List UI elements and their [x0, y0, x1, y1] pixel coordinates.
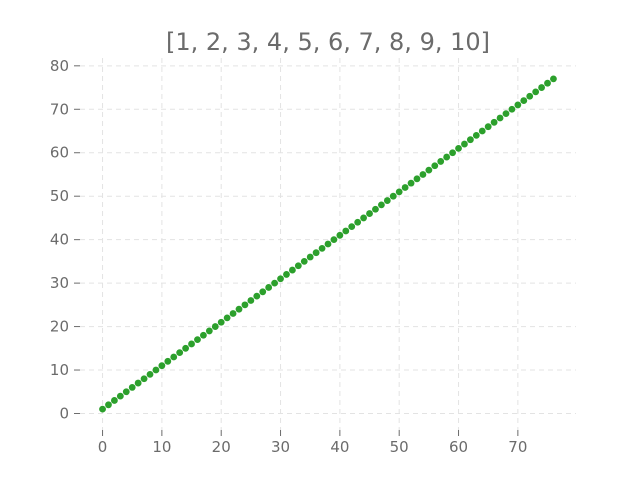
data-point [443, 153, 451, 161]
data-point [455, 144, 462, 152]
data-point [217, 318, 225, 326]
data-point [152, 366, 160, 374]
data-point [194, 336, 201, 344]
data-point [111, 397, 118, 404]
data-point [366, 210, 373, 217]
data-point [407, 179, 415, 187]
data-point [461, 140, 468, 148]
data-point [336, 231, 344, 239]
x-tick-label: 10 [152, 438, 171, 456]
x-tick-label: 40 [330, 438, 349, 456]
data-point [508, 105, 516, 113]
data-point [526, 92, 534, 100]
y-tick-label: 20 [50, 318, 69, 336]
data-point [449, 149, 456, 157]
data-point [466, 136, 474, 144]
data-point [259, 288, 267, 296]
y-tick-label: 40 [50, 231, 69, 249]
data-point [348, 223, 356, 231]
data-point [223, 314, 231, 322]
data-point [360, 214, 367, 222]
x-tick-label: 30 [271, 438, 290, 456]
data-point [170, 353, 178, 361]
data-point [140, 375, 148, 383]
data-point [176, 349, 184, 357]
y-tick-label: 30 [50, 274, 69, 292]
x-tick-label: 70 [508, 438, 527, 456]
data-point [122, 388, 130, 396]
data-point [431, 162, 439, 170]
y-tick-label: 80 [50, 57, 69, 75]
y-tick-label: 50 [50, 187, 69, 205]
data-point [294, 262, 302, 270]
data-point [425, 166, 433, 174]
y-tick-label: 0 [59, 404, 69, 422]
data-point [318, 244, 326, 252]
x-tick-label: 60 [449, 438, 468, 456]
data-point [502, 110, 510, 118]
data-point [241, 301, 249, 309]
data-point [354, 218, 362, 226]
data-point [496, 114, 504, 122]
data-point [158, 362, 166, 370]
x-tick-label: 20 [212, 438, 231, 456]
data-point [490, 118, 498, 126]
data-point [532, 88, 540, 96]
data-point [188, 340, 195, 348]
grid [80, 58, 576, 430]
data-point [484, 123, 492, 131]
data-point [229, 310, 237, 317]
data-point [312, 249, 320, 257]
data-point [330, 236, 338, 244]
data-point [289, 266, 296, 274]
data-point [413, 175, 421, 183]
data-point [372, 205, 379, 213]
chart-title: [1, 2, 3, 4, 5, 6, 7, 8, 9, 10] [166, 28, 490, 56]
data-point [283, 271, 290, 278]
data-point [99, 405, 106, 413]
data-point [247, 297, 255, 304]
data-point [300, 257, 308, 265]
data-points [99, 75, 557, 413]
data-point [164, 357, 172, 365]
data-point [395, 188, 403, 196]
x-tick-label: 0 [98, 438, 108, 456]
axis-ticks: 0 10 20 30 40 50 60 70 0 10 20 30 40 50 60 70 80 [50, 57, 527, 456]
data-point [478, 127, 486, 135]
data-point [550, 75, 557, 83]
data-point [342, 227, 350, 235]
data-point [401, 184, 409, 191]
data-point [514, 101, 522, 109]
data-point [437, 158, 445, 165]
data-point [383, 197, 391, 204]
x-tick-label: 50 [390, 438, 409, 456]
data-point [200, 331, 207, 339]
data-point [134, 379, 142, 387]
data-point [182, 344, 190, 352]
data-point [538, 84, 545, 91]
data-point [265, 284, 273, 291]
data-point [235, 305, 243, 313]
data-point [544, 79, 551, 87]
y-tick-label: 70 [50, 100, 69, 118]
y-tick-label: 60 [50, 144, 69, 162]
data-point [128, 384, 136, 391]
data-point [271, 279, 279, 287]
data-point [520, 97, 528, 104]
data-point [324, 240, 332, 248]
data-point [472, 131, 480, 139]
y-tick-label: 10 [50, 361, 69, 379]
data-point [205, 327, 213, 335]
data-point [253, 292, 261, 300]
data-point [306, 253, 314, 261]
data-point [146, 370, 154, 378]
data-point [105, 401, 112, 409]
data-point [277, 275, 284, 283]
data-point [389, 192, 397, 200]
data-point [211, 323, 219, 330]
data-point [377, 201, 385, 209]
data-point [116, 392, 124, 400]
data-point [419, 171, 427, 178]
